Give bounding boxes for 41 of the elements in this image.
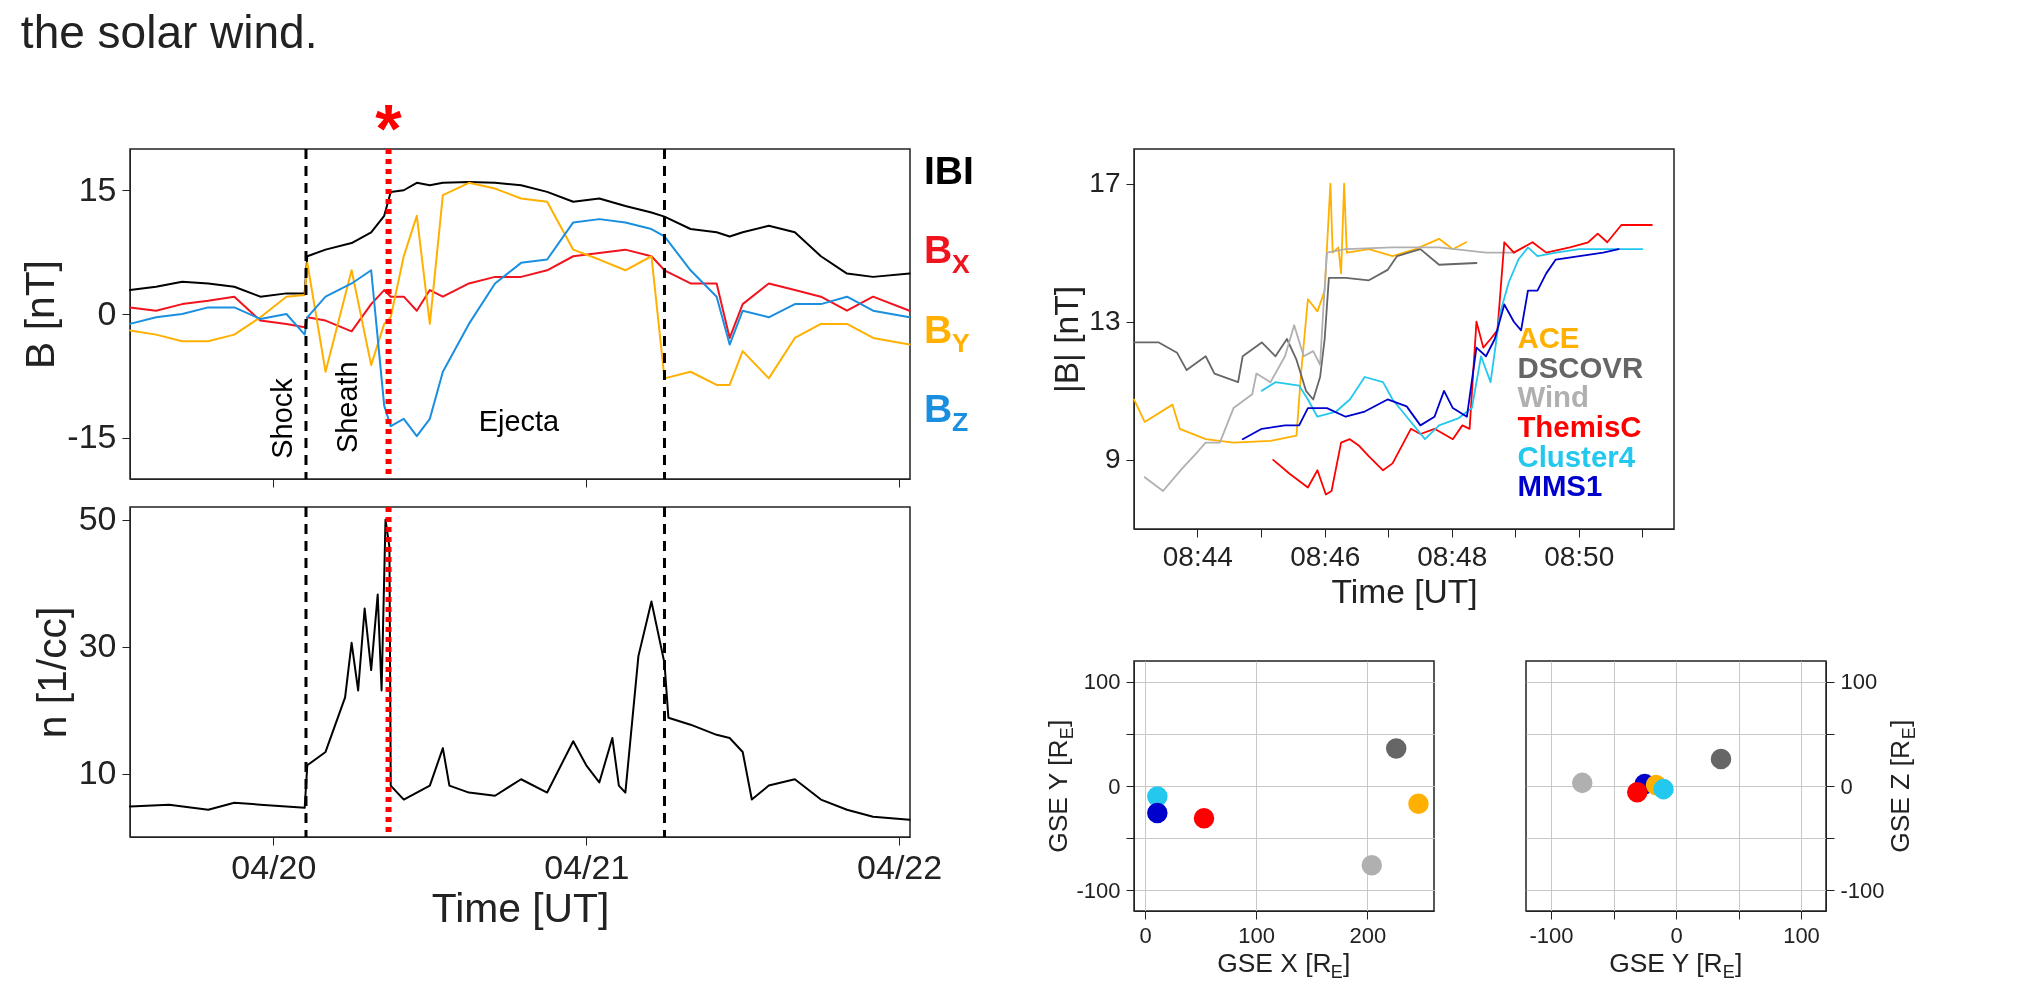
y-tick-label: 50 <box>78 499 117 538</box>
y-tick-label: 0 <box>1108 773 1121 799</box>
y2-axis-title: GSE Z [RE] <box>1884 719 1920 853</box>
chart-title: the solar wind. <box>20 6 318 58</box>
y-tick-label: 100 <box>1083 669 1121 695</box>
x-tick-label: 0 <box>1139 922 1152 948</box>
x-tick-label: 08:46 <box>1290 540 1361 572</box>
x-tick-label: 0 <box>1670 922 1683 948</box>
y-tick-label: -15 <box>67 417 117 456</box>
ref-line-label: * <box>375 90 403 166</box>
x-axis-title: Time [UT] <box>1331 572 1478 610</box>
y-tick-label: 17 <box>1089 167 1121 199</box>
y-axis-title: n [1/cc] <box>28 606 75 739</box>
annotation: Sheath <box>330 361 363 453</box>
y-tick-label: 9 <box>1104 443 1121 475</box>
y2-tick-label: 0 <box>1840 773 1853 799</box>
y-tick-label: 13 <box>1089 305 1121 337</box>
y-axis-title: B [nT] <box>17 260 64 369</box>
y-tick-label: -100 <box>1076 877 1121 903</box>
x-tick-label: -100 <box>1529 922 1574 948</box>
y-tick-label: 0 <box>97 293 117 332</box>
x-axis-title: Time [UT] <box>431 884 610 931</box>
y2-tick-label: -100 <box>1840 877 1885 903</box>
x-tick-label: 08:50 <box>1544 540 1615 572</box>
y-tick-label: 15 <box>78 169 117 208</box>
annotation: Ejecta <box>478 405 561 438</box>
x-tick-label: 08:48 <box>1417 540 1488 572</box>
x-tick-label: 04/22 <box>857 847 943 886</box>
y-tick-label: 10 <box>78 753 117 792</box>
annotation: Shock <box>265 377 298 459</box>
x-tick-label: 04/20 <box>231 847 317 886</box>
y2-tick-label: 100 <box>1840 669 1878 695</box>
y-tick-label: 30 <box>78 626 117 665</box>
text: IBI <box>924 149 974 193</box>
y-axis-title: |B| [nT] <box>1048 285 1086 394</box>
x-tick-label: 04/21 <box>544 847 630 886</box>
x-tick-label: 100 <box>1783 922 1820 948</box>
x-tick-label: 08:44 <box>1162 540 1233 572</box>
x-tick-label: 200 <box>1349 922 1387 948</box>
y-axis-title: GSE Y [RE] <box>1043 719 1078 853</box>
x-tick-label: 100 <box>1238 922 1276 948</box>
